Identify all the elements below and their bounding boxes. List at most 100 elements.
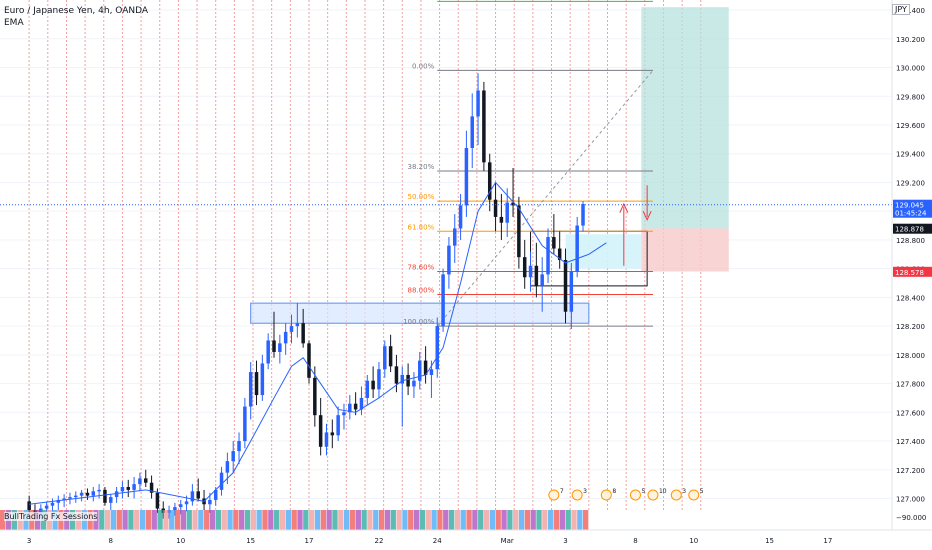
session-bar — [139, 510, 146, 530]
candle-body — [429, 369, 434, 375]
event-marker — [629, 489, 641, 501]
event-marker — [548, 489, 560, 501]
candle-body — [423, 360, 428, 375]
y-tick-label: 130.400 — [896, 7, 925, 15]
session-bar — [0, 510, 6, 530]
event-marker-label: 7 — [560, 488, 564, 495]
candle-body — [359, 397, 364, 410]
session-bar — [530, 510, 536, 530]
event-marker — [688, 489, 700, 501]
session-bar — [536, 510, 542, 530]
event-marker-label: 3 — [583, 488, 587, 495]
event-marker — [647, 489, 659, 501]
candle-body — [517, 205, 521, 258]
demand-zone — [250, 302, 590, 324]
session-bar — [513, 510, 519, 530]
session-bar — [501, 510, 507, 530]
event-marker — [600, 489, 612, 501]
candle-body — [528, 265, 533, 278]
candle-body — [482, 90, 486, 163]
candle-body — [79, 492, 84, 496]
x-tick-label: 24 — [433, 537, 442, 545]
candle-body — [62, 498, 66, 500]
session-bar — [495, 510, 501, 530]
y-tick-label: 127.000 — [896, 496, 925, 504]
session-bar — [314, 510, 321, 530]
session-bar — [413, 510, 420, 530]
candle-body — [295, 323, 300, 327]
candle-body — [464, 147, 469, 206]
session-bar — [320, 510, 326, 530]
y-tick-label: 128.000 — [896, 352, 925, 360]
candle-body — [243, 406, 247, 442]
y-tick-label: 128.800 — [896, 237, 925, 245]
indicator-pane-label[interactable]: BullTrading Fx Sessions — [4, 512, 98, 521]
stop-zone — [641, 228, 729, 272]
candle-body — [313, 377, 317, 416]
candle-body — [546, 237, 550, 275]
x-tick-label: 8 — [633, 537, 637, 545]
candle-body — [109, 497, 113, 503]
session-bar — [134, 510, 140, 530]
candle-body — [196, 491, 200, 499]
y-tick-label: 128.200 — [896, 323, 925, 331]
x-tick-label: 10 — [176, 537, 185, 545]
session-bar — [279, 510, 286, 530]
session-bar — [215, 510, 222, 530]
candle-body — [452, 228, 457, 246]
candle-body — [114, 491, 119, 498]
session-bar — [483, 510, 490, 530]
candle-body — [278, 343, 282, 352]
session-bar — [145, 510, 152, 530]
fib-label: 61.80% — [408, 223, 435, 231]
y-tick-label: 130.200 — [896, 36, 925, 44]
x-tick-label: 3 — [563, 537, 567, 545]
session-bar — [343, 510, 350, 530]
session-bar — [285, 510, 292, 530]
session-bar — [303, 510, 309, 530]
y-tick-label: 127.800 — [896, 381, 925, 389]
session-bar — [244, 510, 251, 530]
candle-body — [85, 492, 90, 496]
candle-body — [447, 245, 451, 275]
session-bar — [454, 510, 461, 530]
x-tick-label: 10 — [689, 537, 698, 545]
candle-body — [50, 502, 55, 506]
fib-label: 100.00% — [403, 318, 434, 326]
session-bar — [396, 510, 402, 530]
candle-body — [534, 265, 539, 286]
y-tick-label: 127.400 — [896, 438, 925, 446]
candle-body — [400, 374, 405, 384]
session-bar — [448, 510, 455, 530]
fib-label: 78.60% — [408, 264, 435, 272]
currency-badge[interactable]: JPY — [892, 4, 910, 15]
session-bar — [419, 510, 426, 530]
candle-body — [91, 491, 96, 496]
session-bar — [548, 510, 554, 530]
y-tick-label: 129.400 — [896, 151, 925, 159]
indicator-ema-label[interactable]: EMA — [4, 18, 24, 28]
candle-body — [266, 340, 270, 364]
price-tag — [893, 199, 932, 218]
candle-body — [138, 478, 142, 485]
session-bar — [227, 510, 233, 530]
session-bar — [507, 510, 513, 530]
y-tick-label: 127.200 — [896, 467, 925, 475]
y-tick-label: 129.600 — [896, 122, 925, 130]
candle-body — [74, 495, 78, 498]
session-bar — [204, 510, 210, 530]
session-bar — [559, 510, 566, 530]
x-tick-label: Mar — [501, 537, 514, 545]
candle-body — [178, 504, 183, 508]
candle-body — [173, 507, 177, 510]
candle-body — [575, 225, 579, 272]
target-zone — [641, 7, 729, 229]
session-bar — [308, 510, 315, 530]
symbol-title[interactable]: Euro / Japanese Yen, 4h, OANDA — [4, 6, 149, 16]
session-bar — [571, 510, 577, 530]
x-tick-label: 3 — [27, 537, 31, 545]
y-tick-label: 129.200 — [896, 179, 925, 187]
candle-body — [248, 372, 253, 407]
candle-body — [342, 412, 346, 416]
